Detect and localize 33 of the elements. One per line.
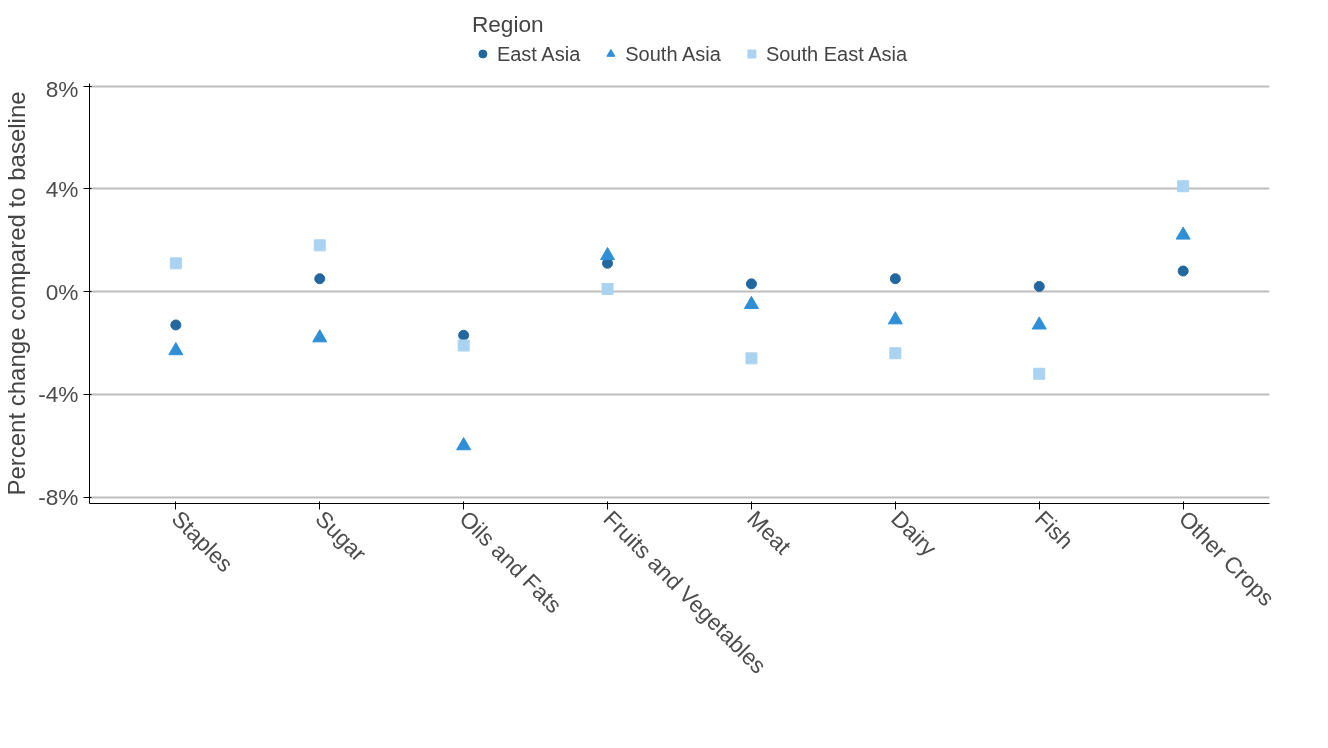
point [1033, 280, 1045, 292]
y-tick-label: -4% [38, 381, 79, 408]
point [170, 319, 182, 331]
y-axis-title: Percent change compared to baseline [3, 91, 31, 496]
point [1177, 265, 1189, 277]
point [889, 273, 901, 285]
point [1175, 226, 1191, 240]
y-tick-label: 4% [45, 175, 79, 202]
point [457, 339, 470, 352]
point [314, 273, 326, 285]
point [169, 257, 182, 270]
point [745, 352, 758, 365]
point [1177, 180, 1190, 193]
y-tick-label: 0% [45, 278, 79, 305]
point [601, 283, 614, 295]
point [168, 342, 184, 356]
point [1031, 316, 1047, 330]
y-tick-label: -8% [38, 484, 79, 511]
point [743, 295, 759, 309]
legend-label: East Asia [496, 42, 581, 65]
point [887, 311, 903, 325]
point [745, 278, 757, 290]
point [312, 329, 328, 343]
point [600, 247, 616, 261]
legend-title: Region [471, 10, 545, 37]
point [889, 347, 902, 360]
legend-label: South Asia [625, 42, 721, 65]
y-tick-label: 8% [45, 75, 79, 102]
point [1033, 367, 1046, 380]
point [313, 239, 326, 252]
legend-label: South East Asia [765, 42, 908, 65]
point [458, 329, 470, 341]
point [456, 437, 472, 451]
